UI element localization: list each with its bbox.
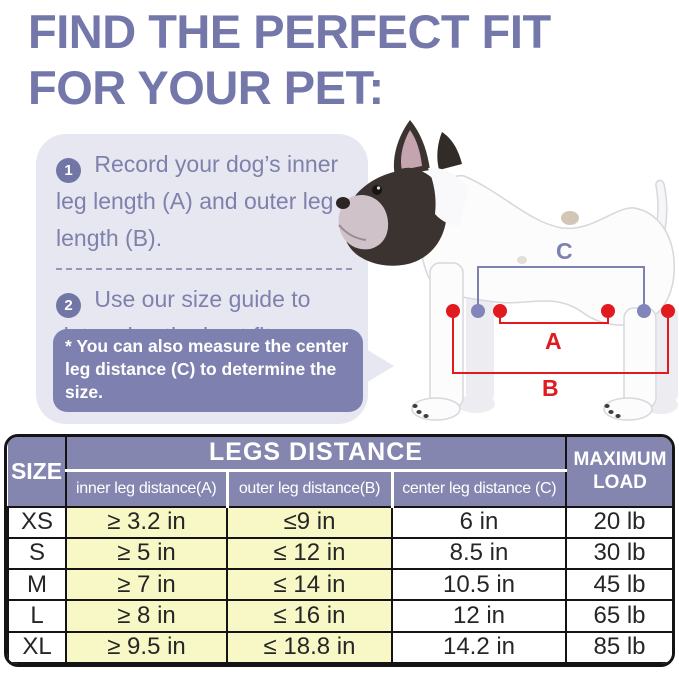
label-c: C [556,238,573,264]
col-header-inner-leg: inner leg distance(A) [66,470,229,508]
cell-size: S [7,536,67,571]
measurement-note: * You can also measure the center leg di… [53,329,363,412]
cell-outer: ≤ 14 in [226,568,393,602]
label-a: A [545,328,562,354]
step-1: 1 Record your dog’s inner leg length (A)… [56,146,368,257]
cell-center: 14.2 in [391,630,567,664]
cell-max: 65 lb [565,599,672,633]
step-1-number-badge: 1 [56,158,81,183]
size-table: SIZE LEGS DISTANCE MAXIMUM LOAD inner le… [4,434,675,667]
step-1-text: Record your dog’s inner leg length (A) a… [56,151,339,251]
cell-center: 8.5 in [391,536,567,571]
label-b: B [542,375,559,401]
cell-max: 45 lb [565,568,672,602]
cell-inner: ≥ 9.5 in [65,630,228,664]
step-2-number-badge: 2 [56,293,81,318]
col-header-size: SIZE [8,437,67,508]
table-row-l: L ≥ 8 in ≤ 16 in 12 in 65 lb [7,599,672,633]
page-title-line1: FIND THE PERFECT FIT [28,5,551,58]
measurement-dot-b-right [661,304,675,318]
cell-size: XL [7,630,67,664]
measurement-dot-b-left [446,304,460,318]
cell-size: L [7,599,67,633]
table-row-m: M ≥ 7 in ≤ 14 in 10.5 in 45 lb [7,568,672,602]
cell-outer: ≤ 18.8 in [226,630,393,664]
cell-size: M [7,568,67,602]
col-header-center-leg: center leg distance (C) [392,470,567,508]
cell-max: 20 lb [565,505,672,539]
cell-inner: ≥ 5 in [65,536,228,571]
measurement-dot-a-left [493,304,507,318]
table-row-xs: XS ≥ 3.2 in ≤9 in 6 in 20 lb [7,505,672,539]
col-header-legs-distance: LEGS DISTANCE [66,437,567,472]
cell-center: 6 in [391,505,567,539]
bracket-c [477,266,645,311]
table-row-xl: XL ≥ 9.5 in ≤ 18.8 in 14.2 in 85 lb [7,630,672,664]
measurement-dot-c-left [471,304,485,318]
bracket-b [452,311,669,374]
cell-center: 12 in [391,599,567,633]
page-title-line2: FOR YOUR PET: [28,61,384,114]
cell-center: 10.5 in [391,568,567,602]
col-header-maximum-load: MAXIMUM LOAD [565,437,672,508]
speech-bubble-tail [366,349,394,383]
cell-size: XS [7,505,67,539]
measurement-overlay: C A B [446,238,675,401]
instructions-bubble: 1 Record your dog’s inner leg length (A)… [36,134,368,424]
page-title: FIND THE PERFECT FIT FOR YOUR PET: [28,4,551,116]
measurement-dot-a-right [601,304,615,318]
cell-outer: ≤ 16 in [226,599,393,633]
cell-inner: ≥ 3.2 in [65,505,228,539]
measurement-dot-c-right [637,304,651,318]
cell-inner: ≥ 8 in [65,599,228,633]
dog-illustration: C A B [336,120,678,421]
dog-body-art [336,120,678,421]
cell-max: 85 lb [565,630,672,664]
cell-outer: ≤ 12 in [226,536,393,571]
col-header-outer-leg: outer leg distance(B) [227,470,394,508]
cell-inner: ≥ 7 in [65,568,228,602]
cell-outer: ≤9 in [226,505,393,539]
cell-max: 30 lb [565,536,672,571]
steps-divider [56,268,352,270]
table-row-s: S ≥ 5 in ≤ 12 in 8.5 in 30 lb [7,536,672,571]
